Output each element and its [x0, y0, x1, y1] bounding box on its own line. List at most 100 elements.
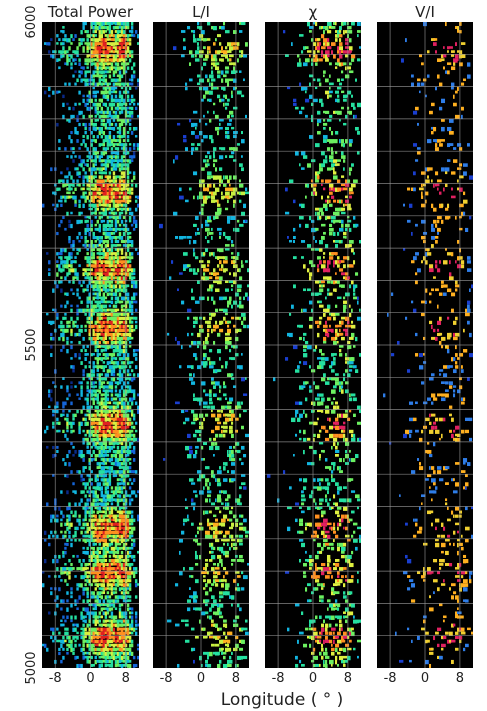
heat-cell: [80, 663, 83, 668]
heat-cell: [102, 409, 106, 413]
heat-cell: [120, 538, 124, 544]
heat-cell: [106, 324, 110, 329]
heat-cell: [211, 377, 214, 381]
heat-cell: [102, 417, 106, 422]
heat-cell: [114, 554, 118, 559]
heat-cell: [104, 417, 108, 422]
heat-cell: [126, 324, 130, 328]
heat-cell: [56, 401, 59, 406]
heat-cell: [100, 215, 104, 219]
heat-cell: [114, 591, 118, 594]
heat-cell: [128, 264, 132, 268]
heat-cell: [114, 365, 118, 369]
heat-cell: [102, 635, 106, 639]
heat-cell: [106, 639, 110, 644]
heat-cell: [132, 98, 136, 102]
heat-cell: [90, 538, 93, 542]
heat-cell: [197, 429, 202, 434]
heat-cell: [122, 62, 126, 67]
heat-cell: [72, 183, 75, 187]
heat-cell: [209, 191, 212, 195]
heat-cell: [76, 118, 79, 123]
heat-cell: [102, 563, 106, 568]
heat-cell: [58, 90, 61, 94]
heat-cell: [229, 195, 233, 199]
heat-cell: [221, 264, 224, 269]
heat-cell: [104, 502, 108, 507]
heat-cell: [110, 191, 114, 196]
heat-cell: [76, 583, 79, 587]
heat-cell: [241, 587, 245, 591]
heat-cell: [76, 518, 79, 523]
heat-cell: [225, 639, 228, 643]
heat-cell: [130, 470, 134, 474]
heat-cell: [116, 102, 120, 107]
heat-cell: [64, 567, 67, 571]
heat-cell: [130, 522, 134, 526]
heat-cell: [118, 639, 122, 644]
heat-cell: [126, 50, 130, 53]
heat-cell: [116, 381, 120, 386]
heat-cell: [84, 324, 87, 328]
heat-cell: [118, 619, 122, 623]
heat-cell: [90, 256, 93, 260]
heat-cell: [132, 445, 136, 450]
heat-cell: [118, 506, 122, 511]
heat-cell: [82, 454, 85, 458]
heat-cell: [96, 571, 99, 576]
heat-cell: [132, 349, 136, 353]
heat-cell: [110, 223, 114, 228]
heat-cell: [92, 280, 95, 284]
heat-cell: [114, 534, 118, 539]
heat-cell: [110, 122, 114, 126]
heat-cell: [106, 34, 110, 38]
heat-cell: [126, 353, 130, 358]
heat-cell: [66, 292, 69, 296]
heat-cell: [201, 78, 204, 83]
heat-cell: [70, 42, 73, 45]
heat-cell: [102, 268, 106, 272]
heat-cell: [66, 643, 69, 647]
heat-cell: [88, 655, 91, 659]
heat-cell: [128, 235, 132, 239]
heat-cell: [108, 518, 112, 523]
heat-cell: [116, 631, 120, 635]
heat-cell: [122, 171, 126, 176]
heat-cell: [110, 397, 114, 402]
heat-cell: [128, 595, 132, 599]
heat-cell: [80, 78, 83, 83]
heat-cell: [112, 647, 116, 652]
heat-cell: [104, 401, 108, 406]
heat-cell: [108, 187, 112, 192]
heat-cell: [82, 526, 85, 530]
heat-cell: [118, 207, 122, 211]
heat-cell: [134, 223, 138, 228]
heat-cell: [96, 413, 99, 417]
heat-cell: [110, 575, 114, 579]
heat-cell: [100, 462, 104, 465]
heat-cell: [213, 522, 218, 528]
heat-cell: [110, 591, 114, 596]
heat-cell: [84, 417, 87, 422]
heat-cell: [60, 599, 63, 603]
heat-cell: [90, 122, 93, 126]
heat-cell: [68, 571, 71, 575]
heat-cell: [66, 647, 69, 651]
heat-cell: [58, 147, 61, 151]
heat-cell: [132, 300, 136, 304]
heat-cell: [66, 102, 69, 106]
heat-cell: [62, 377, 65, 380]
heat-cell: [231, 151, 235, 155]
heat-cell: [108, 506, 112, 510]
heat-cell: [233, 260, 237, 264]
heat-cell: [58, 179, 61, 184]
heat-cell: [108, 62, 112, 65]
heat-cell: [231, 94, 234, 98]
heat-cell: [90, 62, 93, 66]
heat-cell: [96, 353, 99, 358]
heat-cell: [72, 147, 75, 151]
heat-cell: [100, 131, 104, 134]
heat-cell: [227, 114, 231, 119]
heat-cell: [88, 191, 91, 196]
heat-cell: [100, 474, 104, 478]
